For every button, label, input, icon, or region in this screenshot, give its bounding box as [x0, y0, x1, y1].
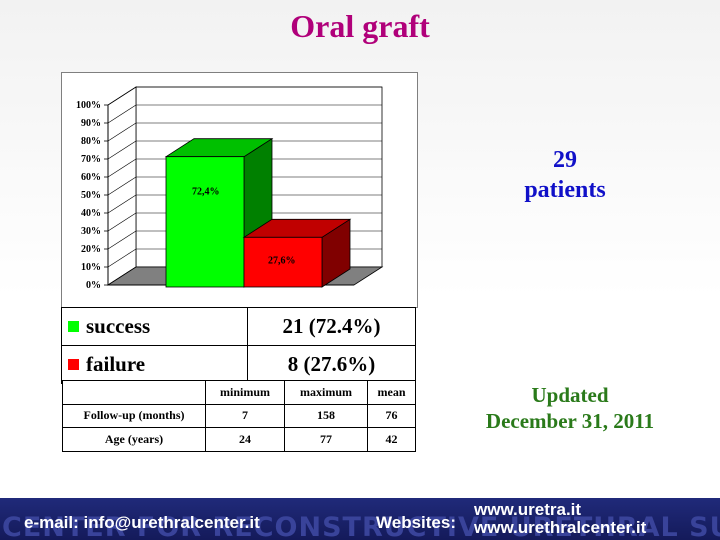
data-label-failure: 27,6%	[268, 255, 296, 266]
legend-table: success 21 (72.4%) failure 8 (27.6%)	[61, 307, 416, 384]
stats-header-blank	[62, 380, 206, 405]
stats-header-mean: mean	[367, 380, 416, 405]
footer-site-urethralcenter[interactable]: www.urethralcenter.it	[474, 518, 647, 537]
legend-label-cell: failure	[61, 345, 248, 384]
stats-header-minimum: minimum	[205, 380, 285, 405]
legend-swatch-failure	[68, 359, 79, 370]
stats-cell: 76	[367, 403, 416, 429]
legend-swatch-success	[68, 321, 79, 332]
patients-count: 29	[553, 147, 577, 173]
bar-chart: 0% 10% 20% 30% 40% 50% 60% 70% 80% 90% 100% 72,4% 27…	[61, 72, 418, 308]
chart-gridline-side	[107, 86, 137, 106]
bar-failure	[243, 236, 323, 288]
chart-gridline-side	[107, 140, 137, 160]
legend-label-success: success	[86, 314, 151, 338]
y-tick-label: 50%	[81, 190, 101, 201]
legend-label-cell: success	[61, 307, 248, 346]
chart-gridline-side	[107, 212, 137, 232]
y-tick-label: 70%	[81, 154, 101, 165]
stats-header-maximum: maximum	[284, 380, 368, 405]
slide-title: Oral graft	[290, 8, 430, 44]
stats-cell: 77	[284, 427, 368, 452]
y-tick-label: 100%	[76, 100, 101, 111]
footer-site-uretra[interactable]: www.uretra.it	[474, 500, 582, 519]
footer-websites-label: Websites:	[376, 513, 456, 532]
chart-gridline-side	[107, 230, 137, 250]
y-tick-label: 80%	[81, 136, 101, 147]
updated-label: Updated	[531, 383, 609, 407]
y-tick-label: 10%	[81, 262, 101, 273]
chart-gridline-side	[107, 194, 137, 214]
stats-row-label: Follow-up (months)	[62, 403, 206, 429]
patients-label: patients	[524, 177, 606, 203]
y-tick-label: 20%	[81, 244, 101, 255]
updated-date: December 31, 2011	[485, 409, 655, 433]
chart-gridline-side	[107, 122, 137, 142]
stats-row-label: Age (years)	[62, 427, 206, 452]
stats-row-followup: Follow-up (months) 7 158 76	[62, 403, 416, 429]
chart-gridline-side	[107, 248, 137, 268]
stats-row-age: Age (years) 24 77 42	[62, 427, 416, 452]
y-tick-label: 0%	[86, 280, 101, 291]
patients-count-block: 29 patients	[500, 145, 630, 205]
y-tick-label: 90%	[81, 118, 101, 129]
y-tick-label: 40%	[81, 208, 101, 219]
legend-row-success: success 21 (72.4%)	[61, 307, 416, 346]
y-tick-label: 30%	[81, 226, 101, 237]
stats-cell: 24	[205, 427, 285, 452]
stats-table: minimum maximum mean Follow-up (months) …	[62, 380, 416, 452]
chart-gridline-side	[107, 104, 137, 124]
bar-success	[165, 156, 245, 288]
footer-bar: CENTER FOR RECONSTRUCTIVE URETHRAL SURGE…	[0, 498, 720, 540]
stats-header-row: minimum maximum mean	[62, 380, 416, 405]
bar-chart-svg: 0% 10% 20% 30% 40% 50% 60% 70% 80% 90% 100% 72,4% 27…	[76, 86, 384, 291]
legend-label-failure: failure	[86, 352, 146, 376]
updated-block: Updated December 31, 2011	[460, 382, 680, 434]
stats-cell: 42	[367, 427, 416, 452]
legend-value-failure: 8 (27.6%)	[247, 345, 416, 384]
data-label-success: 72,4%	[192, 187, 220, 198]
footer-email[interactable]: e-mail: info@urethralcenter.it	[24, 513, 260, 532]
legend-row-failure: failure 8 (27.6%)	[61, 345, 416, 384]
y-tick-label: 60%	[81, 172, 101, 183]
chart-gridline-side	[107, 176, 137, 196]
legend-value-success: 21 (72.4%)	[247, 307, 416, 346]
stats-cell: 158	[284, 403, 368, 429]
stats-cell: 7	[205, 403, 285, 429]
chart-gridline-side	[107, 158, 137, 178]
footer-watermark: CENTER FOR RECONSTRUCTIVE URETHRAL SURGE…	[2, 512, 720, 540]
